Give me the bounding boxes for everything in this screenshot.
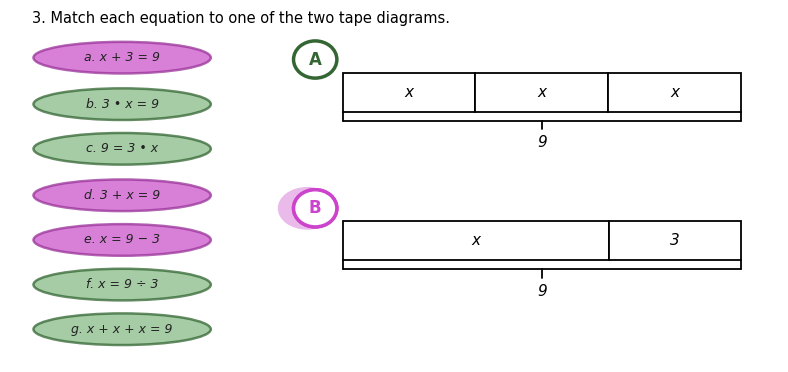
- Bar: [609, 221, 741, 260]
- Text: c. 9 = 3 • x: c. 9 = 3 • x: [86, 142, 158, 155]
- Bar: [343, 73, 475, 112]
- Ellipse shape: [34, 224, 211, 256]
- Ellipse shape: [277, 187, 337, 230]
- Ellipse shape: [34, 313, 211, 345]
- Ellipse shape: [34, 269, 211, 301]
- Text: x: x: [471, 233, 481, 248]
- Ellipse shape: [34, 180, 211, 211]
- Ellipse shape: [293, 190, 337, 227]
- Text: x: x: [537, 84, 546, 100]
- Ellipse shape: [34, 42, 211, 74]
- Text: 3: 3: [670, 233, 680, 248]
- Text: b. 3 • x = 9: b. 3 • x = 9: [86, 98, 158, 110]
- Text: 3. Match each equation to one of the two tape diagrams.: 3. Match each equation to one of the two…: [32, 11, 449, 26]
- Text: g. x + x + x = 9: g. x + x + x = 9: [72, 323, 173, 336]
- Text: 9: 9: [537, 135, 547, 150]
- Text: 9: 9: [537, 284, 547, 299]
- Bar: [475, 73, 608, 112]
- Text: x: x: [404, 84, 414, 100]
- Text: A: A: [309, 51, 322, 68]
- Bar: [343, 221, 609, 260]
- Text: a. x + 3 = 9: a. x + 3 = 9: [84, 51, 160, 64]
- Ellipse shape: [293, 41, 337, 78]
- Bar: [608, 73, 741, 112]
- Text: B: B: [309, 199, 322, 217]
- Ellipse shape: [34, 133, 211, 165]
- Text: d. 3 + x = 9: d. 3 + x = 9: [84, 189, 160, 202]
- Text: e. x = 9 − 3: e. x = 9 − 3: [84, 234, 160, 246]
- Ellipse shape: [34, 89, 211, 120]
- Text: x: x: [670, 84, 679, 100]
- Text: f. x = 9 ÷ 3: f. x = 9 ÷ 3: [86, 278, 158, 291]
